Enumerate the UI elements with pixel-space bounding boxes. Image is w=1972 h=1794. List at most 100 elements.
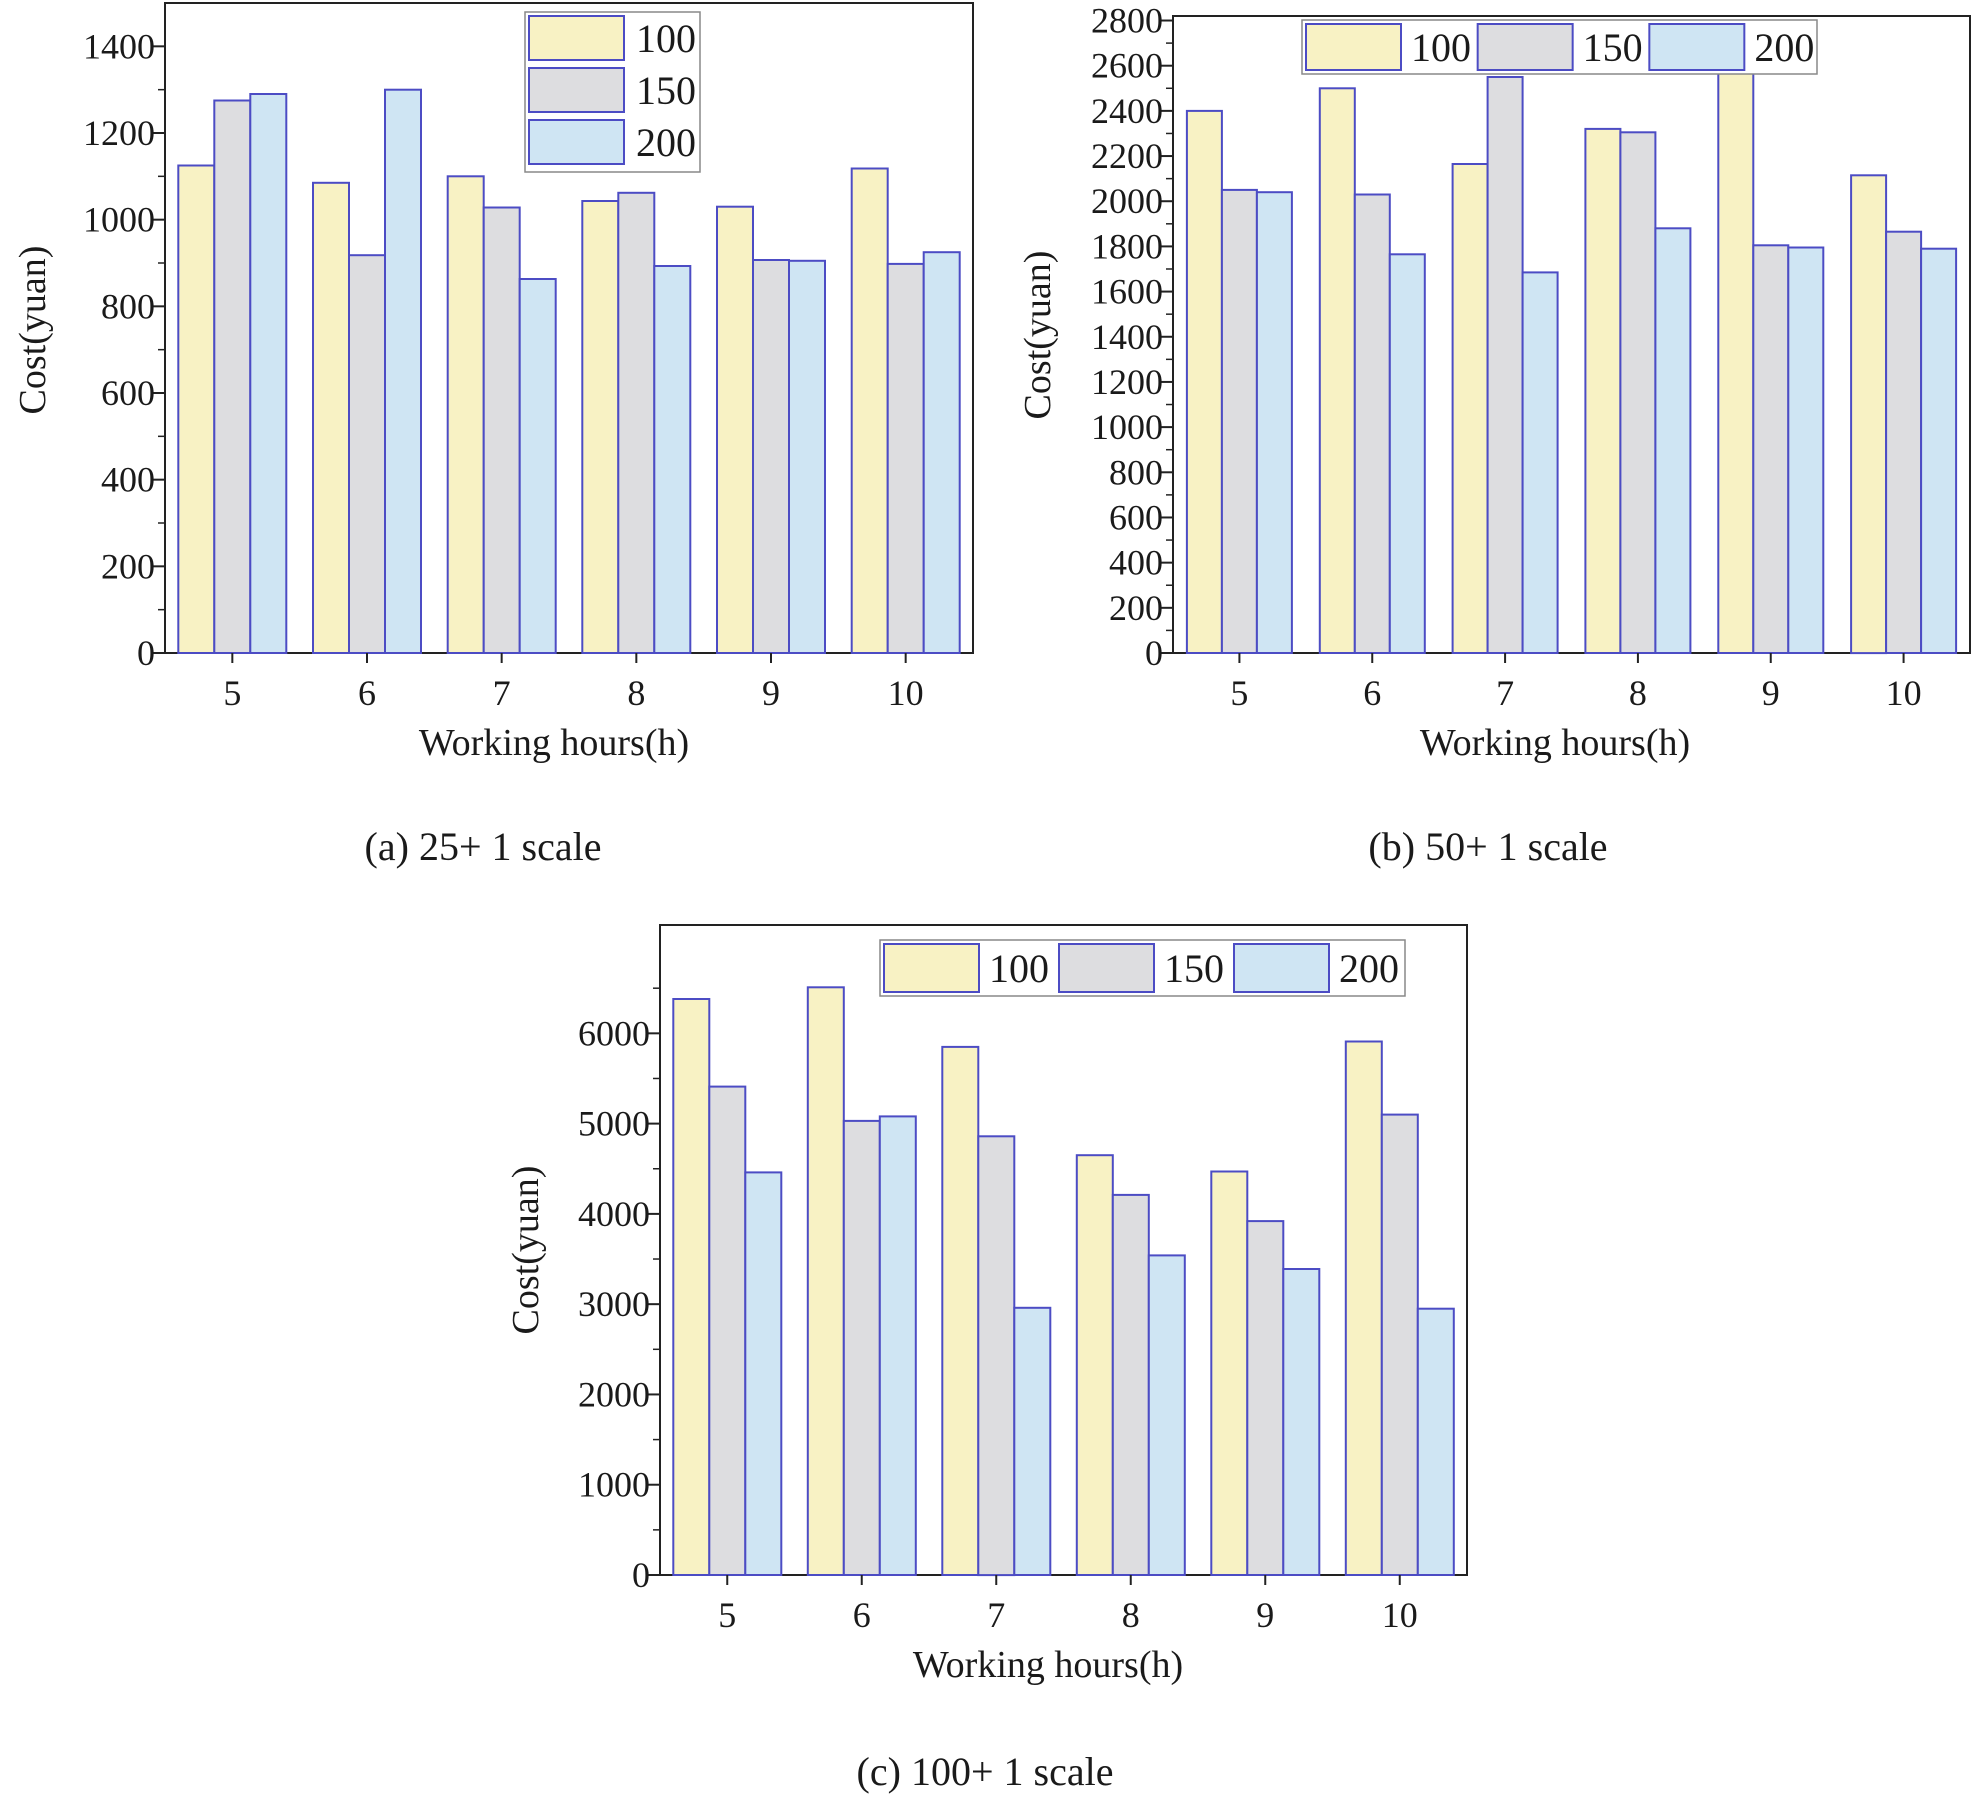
x-axis-title: Working hours(h) <box>419 722 689 764</box>
y-tick-label: 6000 <box>578 1013 650 1053</box>
legend-swatch-200 <box>528 119 625 165</box>
bar-200-8 <box>1147 1254 1186 1577</box>
plot-frame <box>164 2 974 654</box>
bar-150-10 <box>1380 1113 1419 1576</box>
x-tick-label: 9 <box>762 673 780 713</box>
bar-100-5 <box>1185 109 1223 654</box>
caption: (b) 50+ 1 scale <box>1368 824 1607 869</box>
y-axis-title: Cost(yuan) <box>505 1166 547 1335</box>
y-axis-title: Cost(yuan) <box>12 246 54 415</box>
legend-label-200: 200 <box>636 120 696 165</box>
y-tick-label: 2200 <box>1091 136 1163 176</box>
bar-200-8 <box>1654 227 1692 655</box>
y-tick-label: 3000 <box>578 1284 650 1324</box>
legend-label-100: 100 <box>989 946 1049 991</box>
legend: 100 150 200 <box>524 11 701 173</box>
legend-swatch-200 <box>1648 23 1746 71</box>
plot-frame <box>659 924 1468 1576</box>
x-tick-label: 5 <box>718 1595 736 1635</box>
y-tick-label: 400 <box>101 460 155 500</box>
bar-150-10 <box>886 262 925 654</box>
bar-100-7 <box>1451 163 1489 654</box>
bar-200-10 <box>1416 1307 1455 1576</box>
legend-swatch-150 <box>528 67 625 113</box>
bar-200-5 <box>249 93 288 654</box>
y-tick-label: 200 <box>1109 588 1163 628</box>
legend-label-150: 150 <box>636 68 696 113</box>
y-tick-label: 800 <box>101 286 155 326</box>
x-tick-label: 10 <box>1382 1595 1418 1635</box>
legend-label-200: 200 <box>1339 946 1399 991</box>
bar-100-8 <box>581 200 620 654</box>
x-tick-label: 6 <box>853 1595 871 1635</box>
bar-100-6 <box>312 181 350 655</box>
x-tick-label: 6 <box>1363 673 1381 713</box>
legend-label-200: 200 <box>1754 25 1814 70</box>
bar-100-10 <box>1850 174 1888 655</box>
bar-200-6 <box>878 1115 917 1577</box>
legend-swatch-100 <box>1305 23 1402 71</box>
bar-150-5 <box>708 1085 747 1576</box>
bar-group <box>1185 71 1958 655</box>
y-tick-label: 1000 <box>83 200 155 240</box>
bar-150-7 <box>482 206 521 654</box>
x-tick-label: 10 <box>1886 673 1922 713</box>
legend-label-100: 100 <box>1411 25 1471 70</box>
bar-200-5 <box>1255 191 1293 654</box>
x-tick-label: 7 <box>1496 673 1514 713</box>
x-tick-label: 7 <box>987 1595 1005 1635</box>
bar-100-9 <box>716 205 754 654</box>
x-tick-label: 9 <box>1256 1595 1274 1635</box>
bar-200-7 <box>1521 271 1559 654</box>
x-axis-title: Working hours(h) <box>913 1644 1183 1686</box>
bar-200-6 <box>384 88 422 654</box>
chart-panel-b: 5 6 7 8 9 10020040060080010001200140016001800… <box>1017 1 1971 869</box>
y-tick-label: 0 <box>632 1555 650 1595</box>
x-tick-label: 5 <box>1230 673 1248 713</box>
bar-150-8 <box>617 191 656 655</box>
x-tick-label: 8 <box>1122 1595 1140 1635</box>
y-tick-label: 1200 <box>1091 362 1163 402</box>
bar-150-7 <box>977 1135 1016 1577</box>
x-tick-label: 8 <box>1629 673 1647 713</box>
y-tick-label: 0 <box>1145 633 1163 673</box>
y-tick-label: 400 <box>1109 543 1163 583</box>
bar-150-8 <box>1619 131 1657 655</box>
bar-200-10 <box>1920 247 1958 654</box>
y-tick-label: 600 <box>101 373 155 413</box>
bar-100-6 <box>806 986 845 1576</box>
y-tick-label: 2000 <box>1091 181 1163 221</box>
bar-150-6 <box>1353 193 1391 654</box>
y-tick-label: 1400 <box>83 26 155 66</box>
bar-100-5 <box>672 998 711 1576</box>
legend: 100 150 200 <box>879 939 1406 997</box>
legend-swatch-100 <box>883 943 980 993</box>
x-tick-label: 8 <box>627 673 645 713</box>
caption: (a) 25+ 1 scale <box>365 824 602 869</box>
bar-100-10 <box>850 167 889 654</box>
y-tick-label: 0 <box>137 633 155 673</box>
y-tick-label: 4000 <box>578 1194 650 1234</box>
bar-200-9 <box>1282 1268 1321 1576</box>
bar-150-6 <box>348 254 386 654</box>
bar-group <box>672 986 1455 1577</box>
x-tick-label: 10 <box>888 673 924 713</box>
bar-100-7 <box>446 175 485 655</box>
bar-150-5 <box>1220 188 1258 654</box>
y-tick-label: 1200 <box>83 113 155 153</box>
y-tick-label: 1000 <box>1091 407 1163 447</box>
legend-label-150: 150 <box>1164 946 1224 991</box>
bar-150-9 <box>752 259 790 654</box>
caption: (c) 100+ 1 scale <box>857 1749 1114 1794</box>
legend-label-150: 150 <box>1583 25 1643 70</box>
x-tick-label: 7 <box>493 673 511 713</box>
bar-100-10 <box>1344 1040 1383 1576</box>
axes: 5 6 7 8 9 10020040060080010001200140016001800… <box>1091 1 1922 713</box>
x-tick-label: 9 <box>1762 673 1780 713</box>
axes: 5 6 7 8 9 10 0 1000 2000 3000 4000 5000 6000 <box>578 987 1418 1635</box>
bar-200-10 <box>922 251 961 654</box>
y-tick-label: 2800 <box>1091 1 1163 41</box>
